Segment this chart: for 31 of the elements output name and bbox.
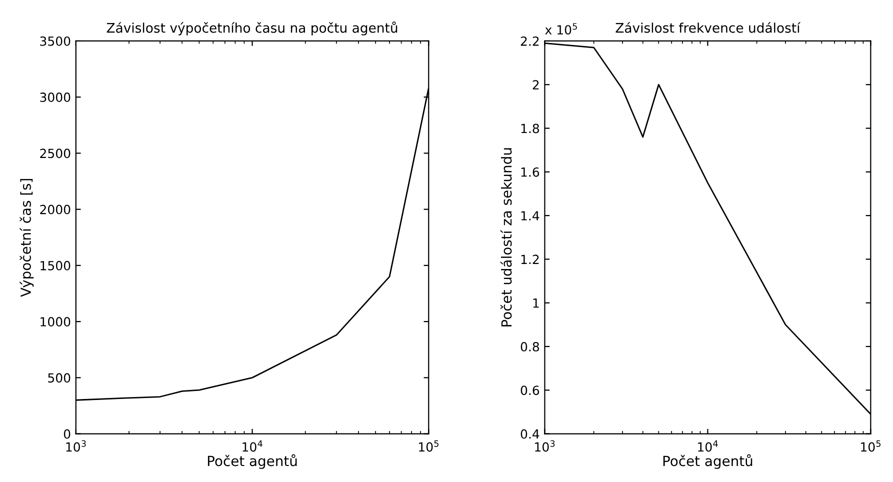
y-tick-label: 2: [532, 80, 539, 90]
text: x 10$^{5}$: [545, 23, 577, 35]
y-tick-label: 1500: [40, 260, 70, 270]
x-axis-title: Počet agentů: [208, 454, 297, 469]
y-tick-label: 1.8: [521, 124, 540, 134]
x-tick-label: 10$^{4}$: [242, 440, 262, 452]
y-tick-label: 3000: [40, 92, 70, 102]
y-tick-label: 0.4: [520, 429, 540, 439]
y-tick-label: 2.2: [520, 36, 539, 46]
y-tick-label: 1: [533, 298, 539, 308]
y-tick-label: 0.8: [520, 342, 540, 352]
y-tick-label: 1000: [40, 317, 70, 326]
chart-title: Závislost frekvence událostí: [616, 22, 801, 33]
y-tick-label: 1.6: [521, 167, 540, 177]
y-tick-label: 500: [48, 373, 70, 383]
x-axis-title: Počet agentů: [663, 454, 752, 469]
x-tick-label: 10$^{3}$: [66, 440, 86, 452]
y-tick-label: 0: [64, 429, 70, 439]
x-tick-label: 10$^{4}$: [698, 440, 718, 452]
y-tick-label: 2000: [40, 204, 70, 214]
y-axis-title: Počet událostí za sekundu: [500, 148, 512, 326]
x-tick-label: 10$^{5}$: [419, 440, 438, 452]
y-axis-title: Výpočetní čas [s]: [20, 178, 34, 297]
y-tick-label: 2500: [40, 148, 70, 158]
y-tick-label: 3500: [40, 36, 70, 46]
y-tick-label: 1.2: [521, 254, 539, 264]
x-tick-label: 10$^{3}$: [535, 440, 555, 452]
y-tick-label: 0.6: [520, 386, 540, 396]
x-tick-label: 10$^{5}$: [861, 440, 881, 452]
chart-title: Závislost výpočetního času na počtu agentů: [106, 21, 398, 36]
y-tick-label: 1.4: [521, 211, 540, 220]
